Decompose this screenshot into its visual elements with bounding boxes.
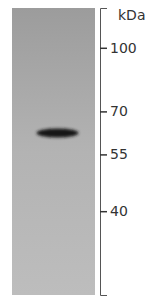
y-axis: 40 55 70 100: [100, 9, 137, 296]
tick: 70: [100, 103, 128, 119]
tick-mark: [100, 211, 107, 213]
tick-label: 55: [110, 146, 128, 162]
tick: 100: [100, 40, 137, 56]
axis-line: [101, 9, 108, 296]
tick: 55: [100, 146, 128, 162]
tick: 40: [100, 203, 128, 219]
tick-label: 40: [110, 203, 128, 219]
tick-mark: [100, 154, 107, 156]
tick-mark: [100, 48, 107, 50]
blot-lane: [12, 8, 95, 295]
tick-mark: [100, 111, 107, 113]
bands: [37, 129, 79, 138]
axis-title: kDa: [118, 7, 145, 23]
tick-label: 100: [110, 40, 137, 56]
blot-figure: 40 55 70 100 kDa: [0, 0, 150, 302]
tick-label: 70: [110, 103, 128, 119]
band: [37, 129, 79, 138]
